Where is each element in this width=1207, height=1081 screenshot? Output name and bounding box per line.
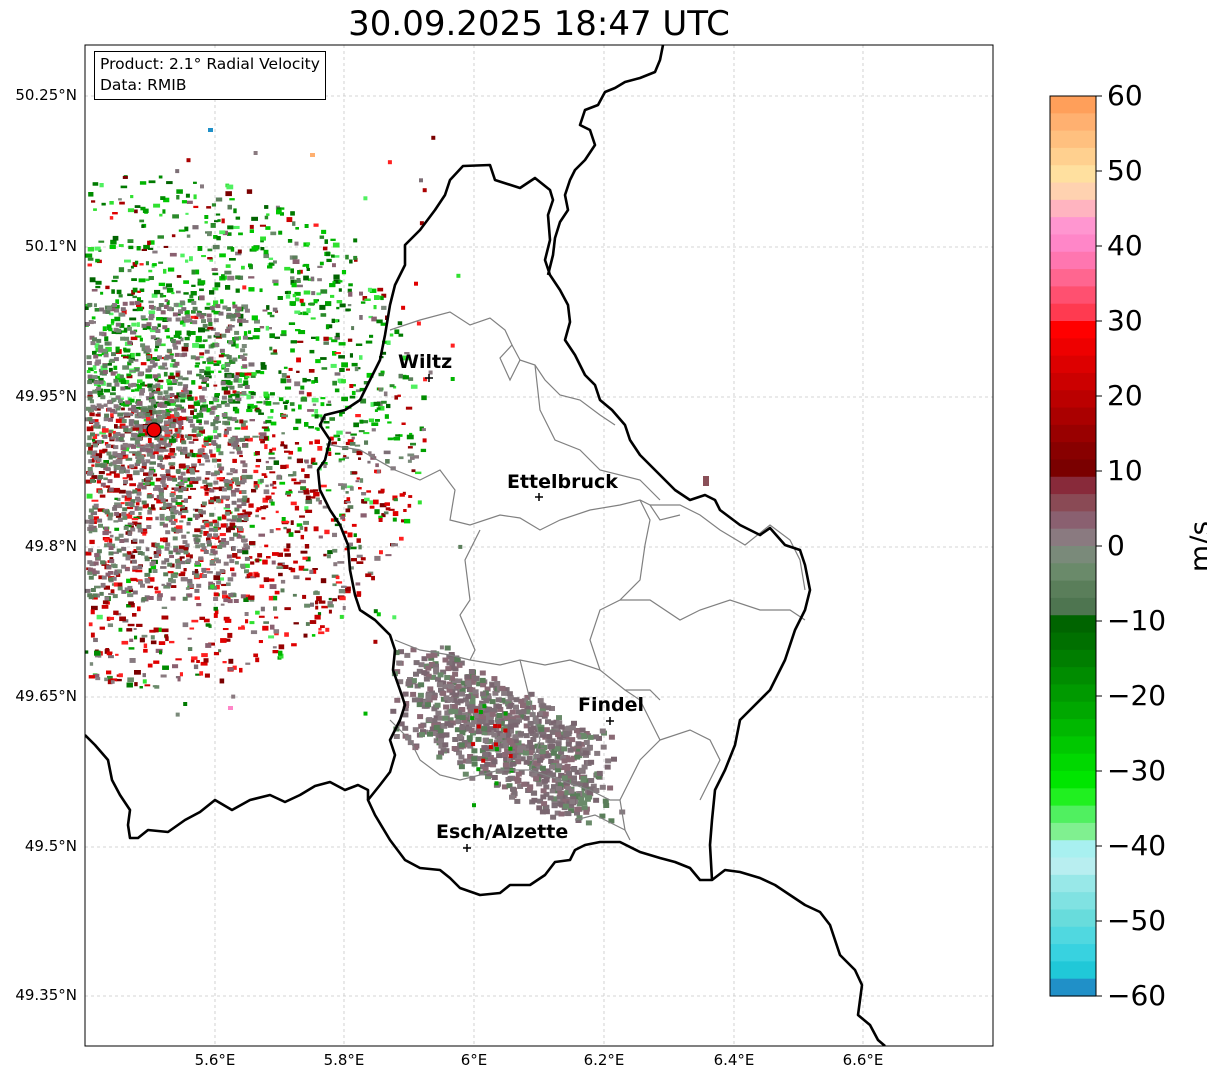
colorbar-segment [1050,926,1096,945]
lon-tick-label: 5.6°E [194,1051,236,1069]
colorbar-segment [1050,822,1096,841]
product-line: Product: 2.1° Radial Velocity [100,55,320,73]
city-markers [425,374,614,852]
lon-tick-label: 6°E [460,1051,488,1069]
lat-tick-label: 50.25°N [15,86,77,104]
colorbar-segment [1050,909,1096,928]
colorbar-tick-label: 0 [1107,529,1125,562]
colorbar-segment [1050,442,1096,461]
colorbar-segment [1050,805,1096,824]
colorbar-segment [1050,372,1096,391]
colorbar-segment [1050,355,1096,374]
colorbar-segment [1050,961,1096,980]
colorbar-segment [1050,892,1096,911]
colorbar-segment [1050,182,1096,201]
colorbar-segment [1050,684,1096,703]
radar-site-marker [146,422,162,438]
data-source-line: Data: RMIB [100,76,187,94]
canton-boundaries [329,311,806,841]
national-borders [85,45,886,1046]
colorbar-segment [1050,407,1096,426]
colorbar-segment [1050,390,1096,409]
colorbar-segment [1050,615,1096,634]
colorbar-segment [1050,494,1096,512]
city-label-ettelbruck: Ettelbruck [507,471,618,493]
colorbar-segment [1050,338,1096,357]
colorbar-segment [1050,546,1096,564]
colorbar-tick-label: −10 [1107,604,1167,637]
colorbar-tick-label: 40 [1107,229,1143,262]
city-label-wiltz: Wiltz [398,351,453,373]
lon-tick-label: 6.2°E [583,1051,625,1069]
colorbar-segment [1050,113,1096,132]
colorbar-segment [1050,771,1096,789]
lat-tick-label: 49.65°N [15,687,77,705]
colorbar-segment [1050,147,1096,166]
colorbar-segment [1050,321,1096,339]
colorbar-segment [1050,303,1096,322]
colorbar-tick-label: −60 [1107,979,1167,1012]
colorbar-segment [1050,719,1096,737]
colorbar-segment [1050,165,1096,184]
lat-tick-label: 49.35°N [15,986,77,1004]
colorbar-tick-label: 20 [1107,379,1143,412]
colorbar-tick-label: 50 [1107,154,1143,187]
colorbar-tick-label: 10 [1107,454,1143,487]
lon-tick-label: 6.4°E [713,1051,755,1069]
colorbar-segment [1050,874,1096,893]
colorbar-segment [1050,286,1096,305]
colorbar-tick-label: 30 [1107,304,1143,337]
city-label-esch-alzette: Esch/Alzette [436,821,569,843]
colorbar-segment [1050,944,1096,962]
colorbar-segment [1050,269,1096,287]
colorbar-segment [1050,528,1096,547]
colorbar-tick-label: −40 [1107,829,1167,862]
colorbar-unit-label: m/s [1183,520,1207,573]
lat-tick-label: 49.8°N [24,537,77,555]
colorbar-segment [1050,199,1096,218]
colorbar-tick-label: −20 [1107,679,1167,712]
colorbar-segment [1050,511,1096,530]
colorbar-segment [1050,857,1096,876]
colorbar-segment [1050,96,1096,114]
colorbar-segment [1050,978,1096,997]
colorbar-segment [1050,476,1096,495]
colorbar-segment [1050,649,1096,668]
colorbar-tick-label: −50 [1107,904,1167,937]
colorbar-segment [1050,701,1096,720]
product-info-box: Product: 2.1° Radial Velocity Data: RMIB [94,51,326,100]
colorbar-segment [1050,217,1096,236]
colorbar-segment [1050,580,1096,599]
radar-echoes [85,128,709,826]
colorbar-segment [1050,234,1096,253]
colorbar-segment [1050,667,1096,686]
colorbar-segment [1050,840,1096,859]
colorbar-segment [1050,130,1096,149]
city-label-findel: Findel [578,694,645,716]
colorbar-segment [1050,753,1096,772]
lat-tick-label: 49.5°N [24,837,77,855]
colorbar-segment [1050,597,1096,616]
colorbar-segment [1050,424,1096,443]
map-title: 30.09.2025 18:47 UTC [348,4,730,44]
colorbar-segment [1050,632,1096,651]
colorbar-segment [1050,563,1096,582]
colorbar [1050,96,1096,997]
map-frame [84,44,994,1047]
lat-tick-label: 50.1°N [24,237,77,255]
lon-tick-label: 5.8°E [323,1051,365,1069]
colorbar-tick-label: −30 [1107,754,1167,787]
lat-tick-label: 49.95°N [15,387,77,405]
colorbar-segment [1050,736,1096,755]
colorbar-segment [1050,788,1096,807]
colorbar-tick-label: 60 [1107,79,1143,112]
lon-tick-label: 6.6°E [842,1051,884,1069]
colorbar-segment [1050,251,1096,270]
colorbar-segment [1050,459,1096,478]
